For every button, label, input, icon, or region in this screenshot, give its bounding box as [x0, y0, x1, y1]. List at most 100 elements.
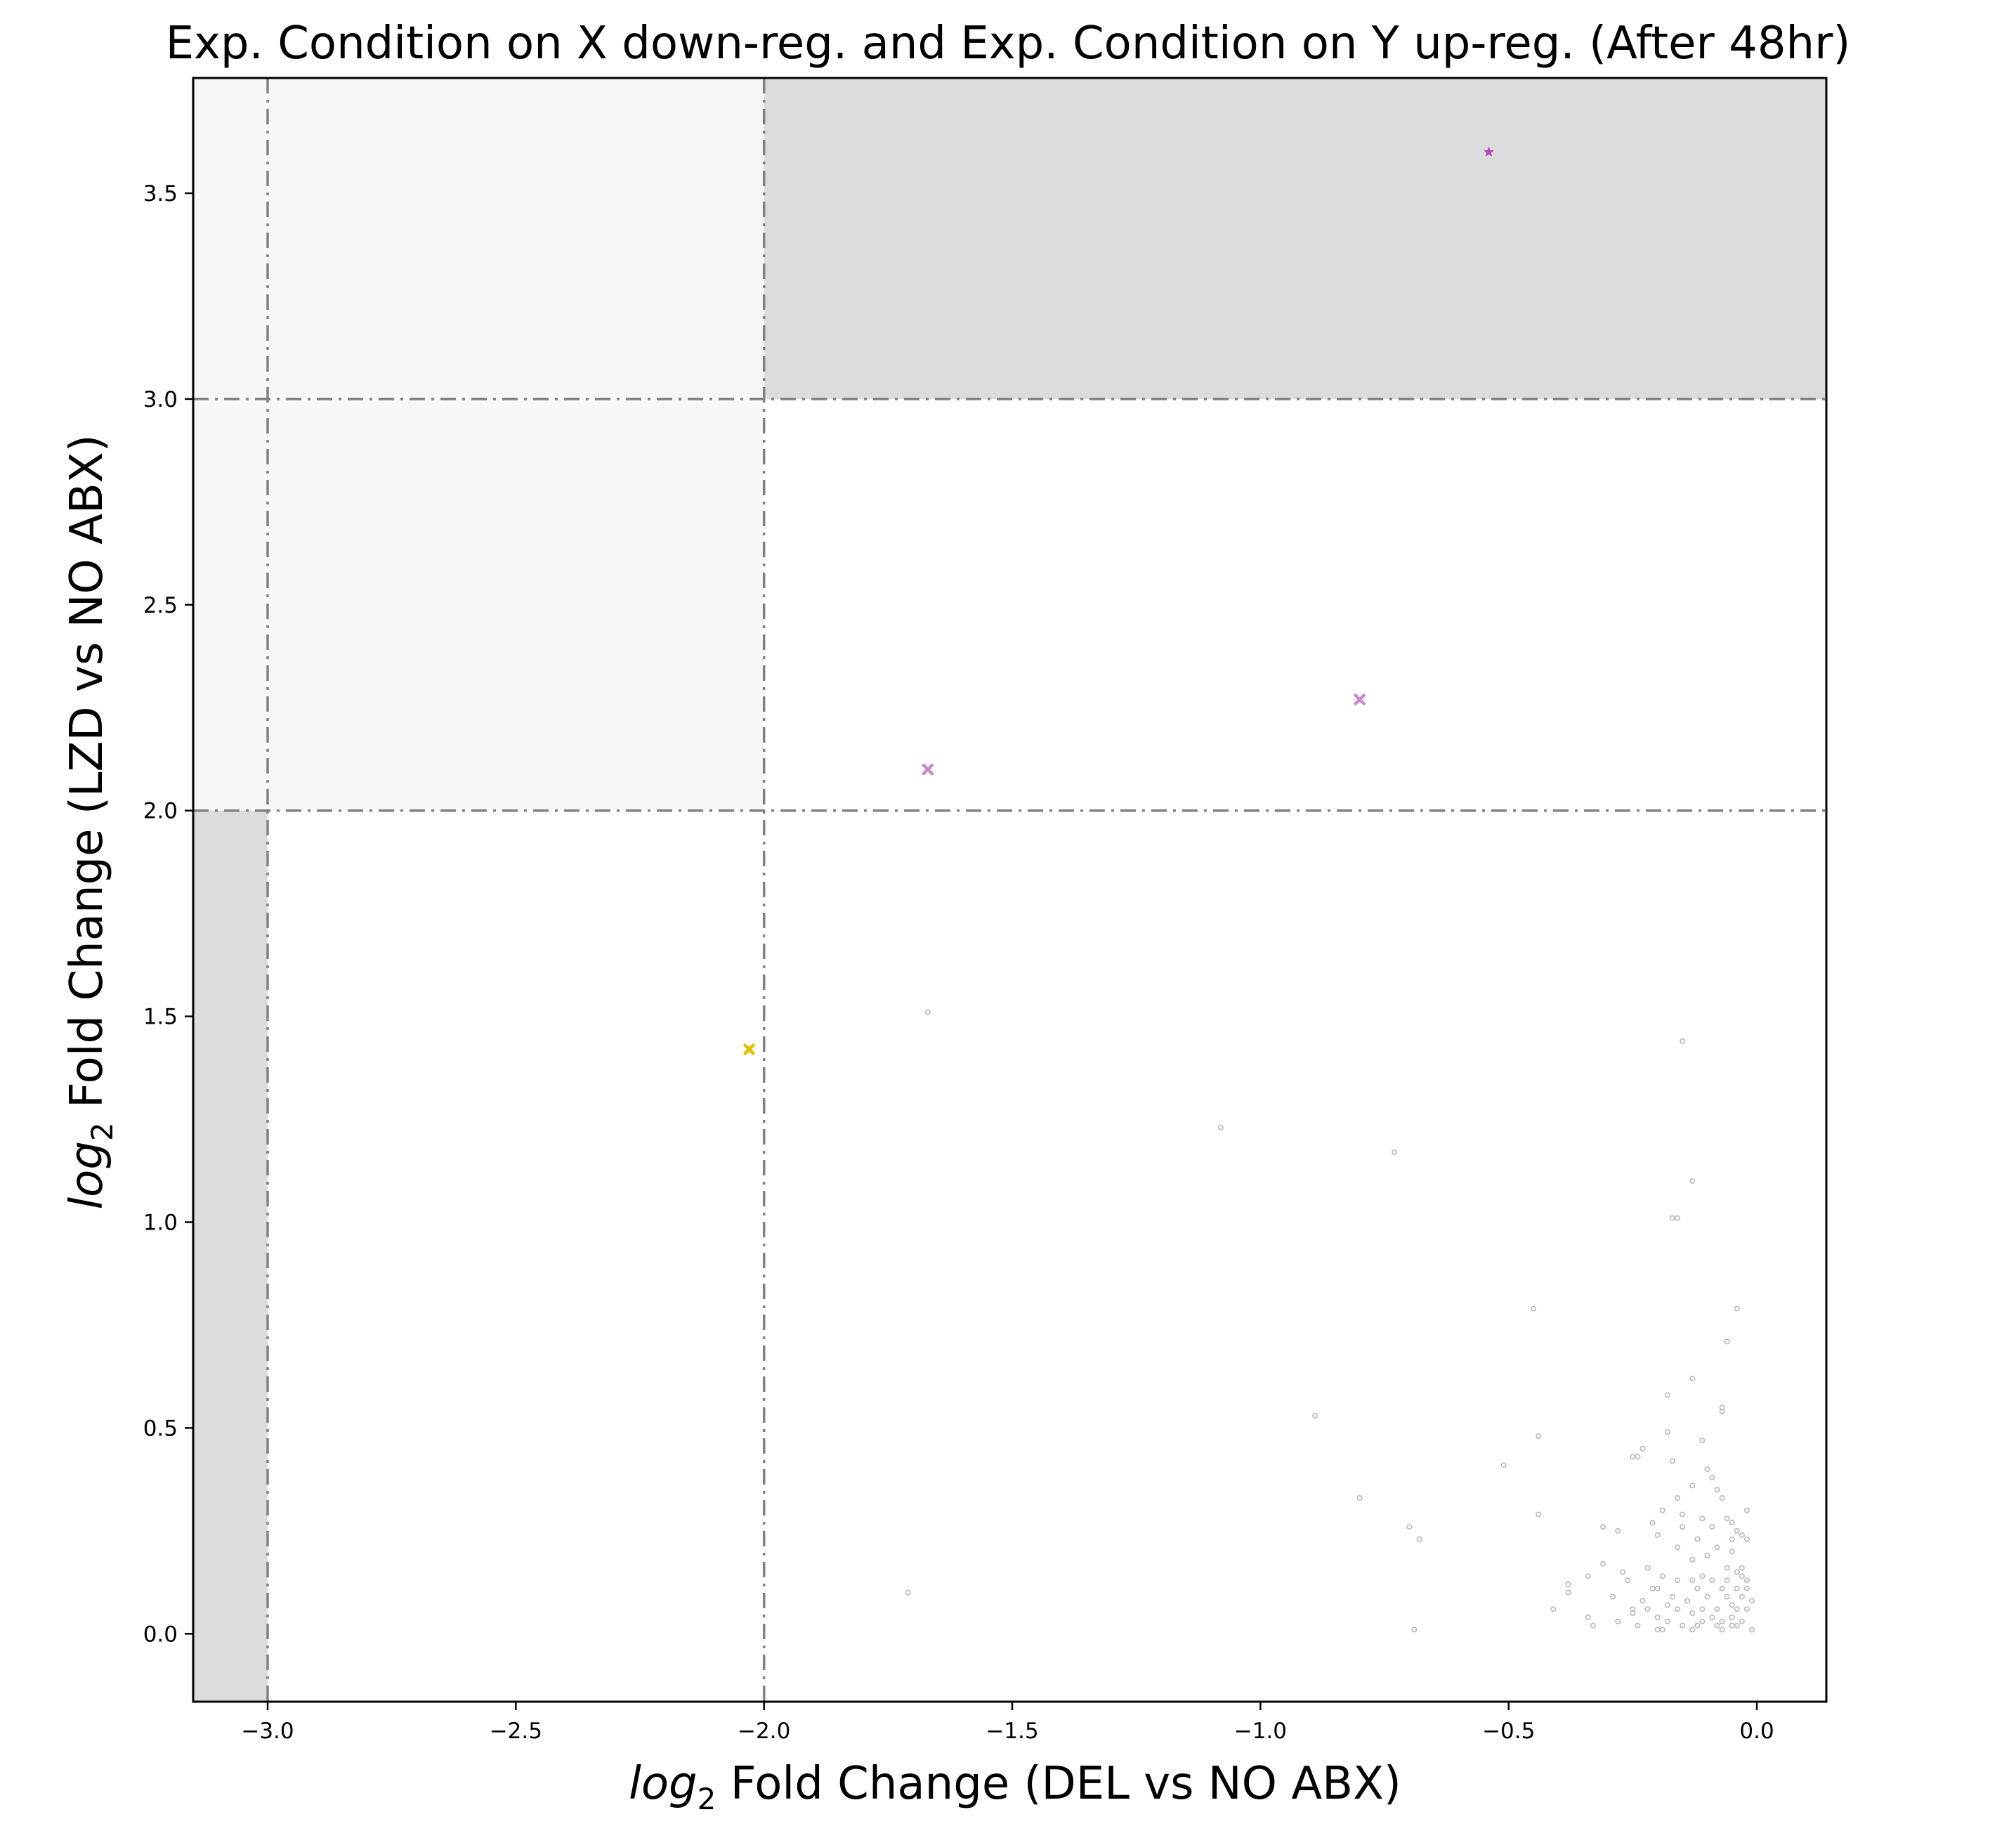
- data-point: [1689, 1556, 1696, 1563]
- data-point: [1699, 1516, 1706, 1522]
- data-point: [1585, 1614, 1591, 1620]
- data-point: [1565, 1582, 1571, 1588]
- data-point: [1709, 1524, 1715, 1530]
- data-point: [1689, 1482, 1696, 1489]
- data-point: [1664, 1429, 1670, 1435]
- data-point: [1709, 1474, 1715, 1480]
- background-points: [905, 1009, 1755, 1633]
- data-point: [1743, 1507, 1750, 1513]
- data-point: [1704, 1593, 1710, 1600]
- data-point: [1674, 1495, 1680, 1501]
- data-point: [1630, 1454, 1636, 1460]
- shaded-region-0: [193, 810, 268, 1702]
- data-point: [1674, 1544, 1680, 1551]
- y-tick-label: 0.0: [143, 1622, 178, 1647]
- data-point: [1644, 1565, 1651, 1571]
- data-point: [1536, 1433, 1542, 1440]
- data-point: [1664, 1392, 1670, 1398]
- highlight-point-x-3: [743, 1043, 755, 1055]
- data-point: [905, 1589, 911, 1596]
- data-point: [1719, 1495, 1725, 1501]
- data-point: [1649, 1520, 1656, 1526]
- data-point: [1654, 1614, 1661, 1620]
- data-point: [1689, 1627, 1696, 1633]
- y-tick-label: 3.0: [143, 387, 178, 412]
- data-point: [1724, 1577, 1730, 1584]
- data-point: [1714, 1606, 1720, 1612]
- data-point: [1739, 1593, 1745, 1600]
- y-tick-label: 1.0: [143, 1211, 178, 1236]
- data-point: [1599, 1524, 1606, 1530]
- data-point: [1649, 1585, 1656, 1591]
- data-point: [1699, 1618, 1706, 1624]
- highlighted-points: [743, 146, 1495, 1055]
- data-point: [1734, 1305, 1740, 1312]
- data-point: [1644, 1606, 1651, 1612]
- data-point: [1550, 1606, 1557, 1612]
- data-point: [1729, 1549, 1735, 1555]
- chart-title: Exp. Condition on X down-reg. and Exp. C…: [166, 18, 1851, 70]
- data-point: [1689, 1178, 1696, 1184]
- data-point: [1704, 1553, 1710, 1559]
- x-tick-label: −1.0: [1234, 1719, 1287, 1744]
- data-point: [1724, 1338, 1730, 1345]
- data-point: [1664, 1602, 1670, 1608]
- data-point: [1729, 1614, 1735, 1620]
- data-point: [1610, 1593, 1616, 1600]
- data-point: [1674, 1577, 1680, 1584]
- y-tick-label: 0.5: [143, 1416, 178, 1441]
- y-tick-label: 3.5: [143, 181, 178, 207]
- data-point: [1709, 1614, 1715, 1620]
- data-point: [1719, 1618, 1725, 1624]
- reference-lines: [193, 78, 1826, 1702]
- data-point: [1406, 1524, 1413, 1530]
- shaded-region-1: [193, 78, 764, 811]
- data-point: [1615, 1618, 1621, 1624]
- data-point: [1729, 1520, 1735, 1526]
- data-point: [1684, 1598, 1691, 1604]
- data-point: [1734, 1569, 1740, 1575]
- data-point: [1724, 1516, 1730, 1522]
- data-point: [1699, 1573, 1706, 1579]
- data-point: [1585, 1573, 1591, 1579]
- data-point: [1724, 1593, 1730, 1600]
- data-point: [1680, 1524, 1686, 1530]
- data-point: [1531, 1305, 1537, 1312]
- data-point: [1680, 1038, 1686, 1044]
- data-point: [1743, 1536, 1750, 1542]
- data-point: [1674, 1215, 1680, 1221]
- y-axis-label: log2 Fold Change (LZD vs NO ABX): [61, 434, 119, 1209]
- data-point: [1714, 1622, 1720, 1629]
- x-axis-ticks: −3.0 −2.5 −2.0 −1.5 −1.0 −0.5 0.0: [241, 1702, 1774, 1744]
- data-point: [1356, 1495, 1363, 1501]
- x-tick-label: −0.5: [1482, 1719, 1535, 1744]
- data-point: [1680, 1511, 1686, 1518]
- x-tick-label: 0.0: [1739, 1719, 1774, 1744]
- data-point: [1615, 1527, 1621, 1534]
- data-point: [1724, 1565, 1730, 1571]
- highlight-point-x-2: [922, 763, 934, 776]
- data-point: [1620, 1569, 1626, 1575]
- data-point: [1694, 1536, 1701, 1542]
- data-point: [1734, 1606, 1740, 1612]
- data-point: [1689, 1577, 1696, 1584]
- plot-frame: [192, 77, 1828, 1703]
- data-point: [1599, 1560, 1606, 1567]
- y-tick-label: 2.0: [143, 799, 178, 824]
- data-point: [1729, 1602, 1735, 1608]
- data-point: [1734, 1585, 1740, 1591]
- data-point: [1748, 1627, 1755, 1633]
- data-point: [1743, 1606, 1750, 1612]
- data-point: [1739, 1565, 1745, 1571]
- data-point: [1625, 1577, 1631, 1584]
- data-point: [1699, 1438, 1706, 1444]
- data-point: [1714, 1487, 1720, 1493]
- data-point: [1674, 1606, 1680, 1612]
- data-point: [1734, 1527, 1740, 1534]
- data-point: [1669, 1593, 1675, 1600]
- data-point: [924, 1009, 931, 1015]
- data-point: [1654, 1627, 1661, 1633]
- data-point: [1729, 1536, 1735, 1542]
- data-point: [1411, 1627, 1418, 1633]
